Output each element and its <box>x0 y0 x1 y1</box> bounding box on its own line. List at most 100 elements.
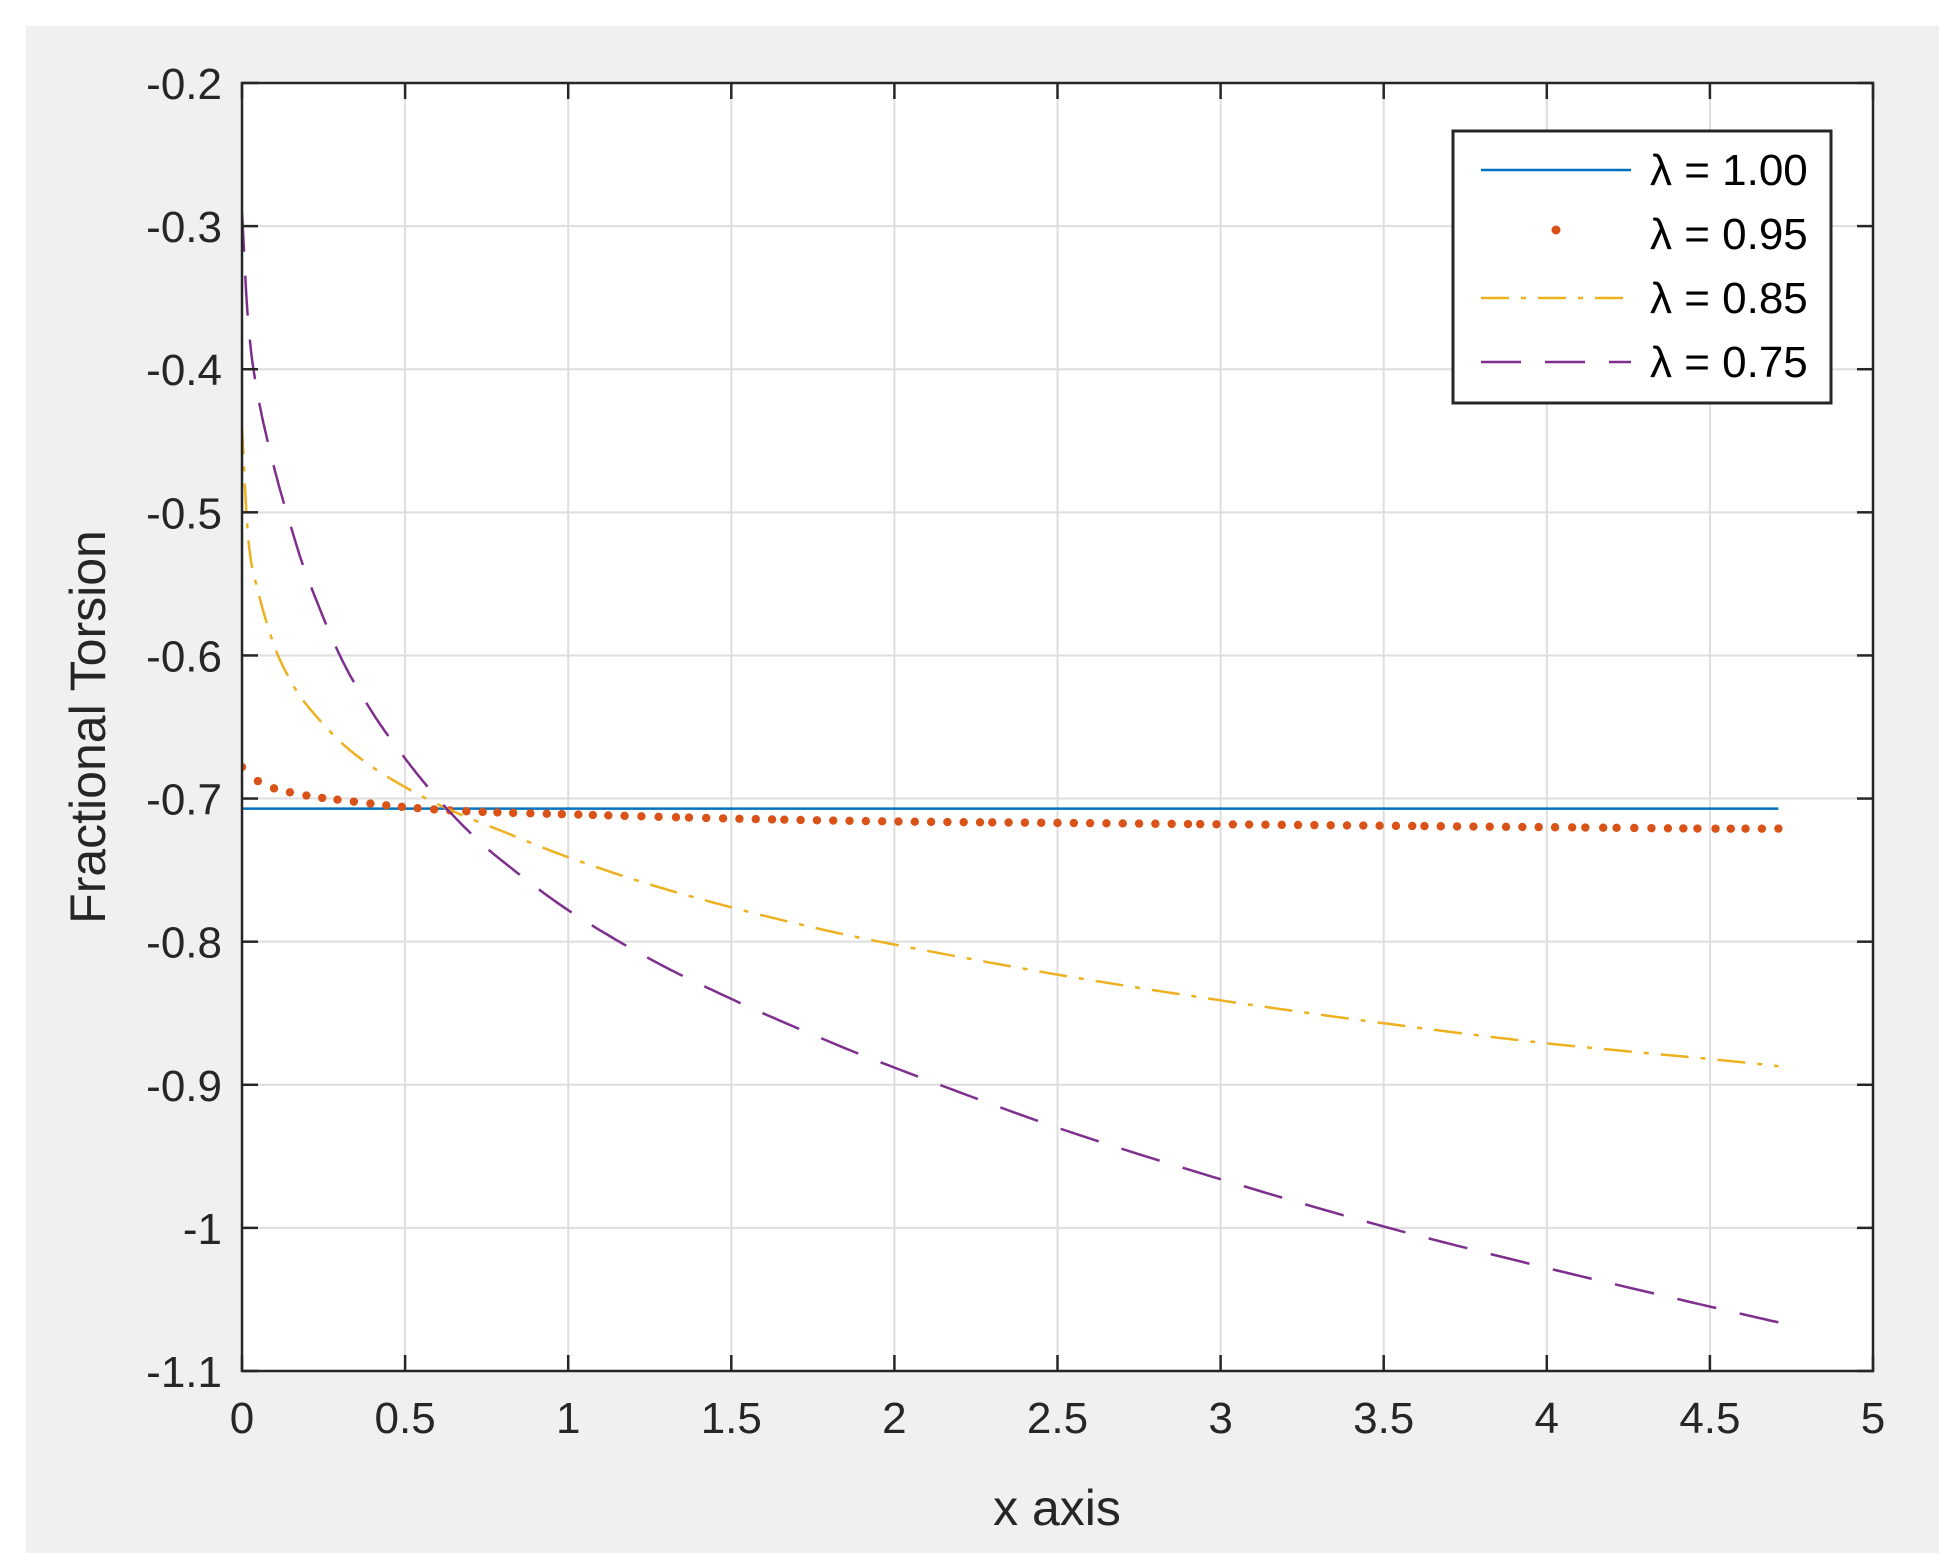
series-point <box>1469 822 1478 831</box>
series-point <box>1102 819 1111 828</box>
series-point <box>671 813 681 822</box>
series-point <box>1726 824 1735 833</box>
series-point <box>285 788 295 797</box>
series-point <box>253 776 263 786</box>
series-point <box>1342 821 1352 830</box>
x-tick-label: 1.5 <box>701 1394 762 1443</box>
series-point <box>845 816 854 826</box>
series-point <box>975 818 985 827</box>
series-point <box>1647 823 1656 833</box>
series-point <box>1679 824 1688 833</box>
series-point <box>333 795 342 804</box>
series-point <box>429 805 439 814</box>
y-tick-label: -1 <box>183 1205 222 1254</box>
series-point <box>557 809 566 819</box>
y-tick-label: -0.4 <box>146 346 222 395</box>
series-point <box>1757 824 1767 833</box>
series-point <box>1598 823 1608 832</box>
x-tick-label: 3 <box>1208 1394 1232 1443</box>
series-point <box>493 808 502 817</box>
series-point <box>796 815 805 825</box>
legend-item: λ = 1.00 <box>1481 146 1808 195</box>
series-point <box>1391 821 1401 831</box>
series-point <box>684 813 694 822</box>
x-tick-label: 1 <box>556 1394 580 1443</box>
series-point <box>988 818 997 827</box>
series-point <box>1420 821 1429 831</box>
series-point <box>718 814 728 823</box>
series-point <box>1244 820 1254 829</box>
series-point <box>1518 822 1527 832</box>
series-point <box>780 815 789 824</box>
legend-label: λ = 0.85 <box>1650 274 1808 323</box>
series-point <box>812 816 822 825</box>
legend-label: λ = 0.75 <box>1650 338 1808 387</box>
legend-swatch <box>1551 225 1561 235</box>
series-point <box>1550 823 1560 832</box>
x-tick-label: 0.5 <box>375 1394 436 1443</box>
series-point <box>366 799 375 808</box>
y-tick-label: -0.8 <box>146 919 222 968</box>
legend-label: λ = 1.00 <box>1650 146 1808 195</box>
series-point <box>1020 818 1030 827</box>
series-point <box>1741 824 1750 833</box>
series-point <box>1501 822 1511 832</box>
series-point <box>767 815 777 824</box>
series-point <box>1310 820 1319 830</box>
series-point <box>349 797 359 806</box>
series-point <box>620 811 629 821</box>
series-point <box>542 809 551 818</box>
series-point <box>1452 822 1462 831</box>
x-tick-label: 2.5 <box>1027 1394 1088 1443</box>
series-point <box>1228 820 1238 829</box>
series-point <box>894 817 903 826</box>
y-axis-title: Fractional Torsion <box>60 530 116 924</box>
series-point <box>1069 818 1079 828</box>
series-point <box>1663 824 1673 833</box>
series-point <box>508 808 518 818</box>
series-point <box>462 807 471 816</box>
series-point <box>829 816 838 825</box>
series-point <box>1359 821 1368 830</box>
y-tick-label: -0.3 <box>146 203 222 252</box>
series-point <box>1167 819 1176 829</box>
series-point <box>1774 824 1783 833</box>
y-tick-label: -0.7 <box>146 776 222 825</box>
series-point <box>1183 819 1193 829</box>
series-point <box>1196 819 1205 829</box>
series-point <box>526 809 535 818</box>
series-point <box>735 814 744 823</box>
x-tick-label: 3.5 <box>1353 1394 1414 1443</box>
series-3 <box>242 426 1779 1068</box>
series-point <box>1630 823 1639 833</box>
series-point <box>1581 823 1590 832</box>
series-point <box>1485 822 1494 831</box>
series-point <box>1534 822 1543 832</box>
series-point <box>1436 822 1445 831</box>
series-point <box>943 817 952 827</box>
series-point <box>1711 824 1720 833</box>
y-tick-labels: -0.2 -0.3 -0.4 -0.5 -0.6 -0.7 -0.8 -0.9 -1 -1.1 <box>146 60 222 1397</box>
series-point <box>302 791 311 800</box>
series-point <box>1036 818 1046 827</box>
x-tick-label: 4.5 <box>1679 1394 1740 1443</box>
series-point <box>1212 820 1221 829</box>
legend-item: λ = 0.75 <box>1481 338 1808 387</box>
series-point <box>1118 819 1127 828</box>
series-point <box>1567 823 1577 832</box>
series-line <box>242 211 1779 1324</box>
series-lines <box>242 211 1783 1324</box>
series-4 <box>242 211 1779 1324</box>
series-point <box>397 802 406 812</box>
y-tick-label: -1.1 <box>146 1348 222 1397</box>
legend-box <box>1451 129 1833 405</box>
series-point <box>1261 820 1270 829</box>
series-point <box>1375 821 1384 830</box>
series-point <box>574 810 583 819</box>
series-point <box>1612 823 1621 833</box>
y-tick-label: -0.9 <box>146 1062 222 1111</box>
series-point <box>1151 819 1160 828</box>
series-point <box>751 814 760 824</box>
tick-marks <box>240 81 1875 1373</box>
legend-item: λ = 0.85 <box>1481 274 1808 323</box>
